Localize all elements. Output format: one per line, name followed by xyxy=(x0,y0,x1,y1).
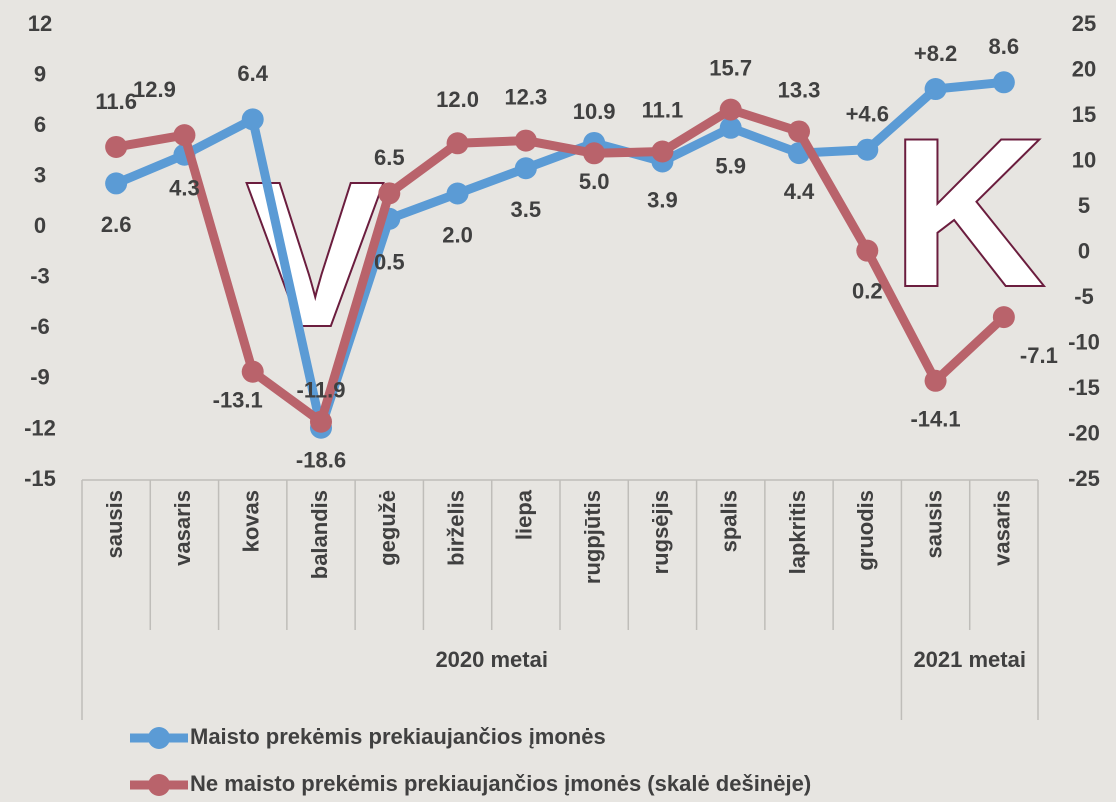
y2-tick-label: 15 xyxy=(1072,102,1096,127)
series-line xyxy=(115,105,1007,427)
data-label: -14.1 xyxy=(910,407,960,432)
x-tick-label: birželis xyxy=(443,490,468,566)
data-point xyxy=(651,140,674,163)
y-tick-label: -9 xyxy=(30,365,50,390)
data-label: 12.3 xyxy=(504,84,547,109)
x-tick-label: gruodis xyxy=(853,490,878,571)
data-point xyxy=(719,116,742,139)
y2-tick-label: -20 xyxy=(1068,420,1100,445)
data-point xyxy=(924,369,947,392)
data-label: -11.9 xyxy=(297,378,346,403)
x-tick-label: balandis xyxy=(307,490,332,579)
x-tick-label: vasaris xyxy=(990,490,1015,566)
y-tick-label: 3 xyxy=(34,162,46,187)
data-label: 5.9 xyxy=(715,154,746,179)
data-point xyxy=(856,239,879,262)
data-point xyxy=(105,172,128,195)
data-point xyxy=(446,182,469,205)
y2-tick-label: -5 xyxy=(1074,284,1094,309)
x-tick-label: spalis xyxy=(717,490,742,552)
data-point xyxy=(992,71,1015,94)
y-tick-label: -12 xyxy=(24,415,56,440)
data-label: 8.6 xyxy=(989,34,1020,59)
data-label: 0.2 xyxy=(852,278,883,303)
data-point xyxy=(514,157,537,180)
y-tick-label: 12 xyxy=(28,11,52,36)
data-label: 6.4 xyxy=(237,61,268,86)
data-label: 12.9 xyxy=(133,77,176,102)
y2-tick-label: 10 xyxy=(1072,147,1096,172)
data-label: 11.1 xyxy=(642,97,684,122)
series-line xyxy=(114,77,1005,433)
x-tick-label: vasaris xyxy=(170,490,195,566)
y2-tick-label: -15 xyxy=(1068,375,1100,400)
x-group-label: 2021 metai xyxy=(913,647,1026,672)
data-label: 2.6 xyxy=(101,212,132,237)
y2-tick-label: 5 xyxy=(1078,193,1090,218)
data-point xyxy=(173,124,196,147)
data-point xyxy=(105,135,128,158)
data-point xyxy=(310,410,332,433)
y2-tick-label: -25 xyxy=(1068,466,1100,491)
data-label: -7.1 xyxy=(1020,343,1058,368)
data-label: +4.6 xyxy=(846,102,889,127)
y-tick-label: -3 xyxy=(30,264,50,289)
x-group-label: 2020 metai xyxy=(435,647,548,672)
x-tick-label: sausis xyxy=(921,490,946,559)
data-label: -13.1 xyxy=(213,388,263,413)
data-point xyxy=(924,78,947,101)
y-tick-label: -15 xyxy=(24,466,56,491)
y-tick-label: 9 xyxy=(34,61,46,86)
data-label: 6.5 xyxy=(374,145,405,170)
data-label: 10.9 xyxy=(573,99,616,124)
y2-tick-label: 0 xyxy=(1078,238,1090,263)
x-tick-label: gegužė xyxy=(375,490,400,566)
y2-tick-label: 25 xyxy=(1072,11,1096,36)
data-label: 3.9 xyxy=(647,187,678,212)
data-label: -18.6 xyxy=(296,448,346,473)
y-tick-label: 6 xyxy=(34,112,46,137)
x-tick-label: kovas xyxy=(239,490,264,552)
data-point xyxy=(856,138,879,161)
data-point xyxy=(378,182,401,205)
legend-label: Ne maisto prekėmis prekiaujančios įmonės… xyxy=(190,771,811,796)
data-point xyxy=(446,132,469,155)
data-label: 4.4 xyxy=(784,179,815,204)
y2-tick-label: 20 xyxy=(1072,56,1096,81)
data-point xyxy=(992,306,1015,329)
data-label: 15.7 xyxy=(709,55,752,80)
data-point xyxy=(583,142,606,165)
x-tick-label: sausis xyxy=(102,490,127,559)
data-label: 13.3 xyxy=(778,77,821,102)
x-tick-label: rugsėjis xyxy=(648,490,673,574)
data-label: 0.5 xyxy=(374,250,405,275)
data-point xyxy=(241,360,264,383)
y-tick-label: -6 xyxy=(30,314,50,339)
x-tick-label: liepa xyxy=(512,489,537,540)
data-label: 3.5 xyxy=(511,197,542,222)
x-tick-label: lapkritis xyxy=(785,490,810,574)
data-label: +8.2 xyxy=(914,41,957,66)
y-tick-label: 0 xyxy=(34,213,46,238)
legend-marker xyxy=(148,774,170,796)
data-label: 12.0 xyxy=(436,87,479,112)
annotation: K xyxy=(892,95,1044,330)
data-label: 11.6 xyxy=(95,89,137,114)
data-point xyxy=(514,129,537,152)
data-point xyxy=(788,120,810,143)
data-point xyxy=(719,98,742,121)
data-label: 5.0 xyxy=(579,169,610,194)
data-label: 2.0 xyxy=(442,222,473,247)
x-tick-label: rugpjūtis xyxy=(580,490,605,584)
legend-marker xyxy=(148,727,170,749)
data-point xyxy=(241,108,264,131)
legend-label: Maisto prekėmis prekiaujančios įmonės xyxy=(190,724,606,749)
y2-tick-label: -10 xyxy=(1068,329,1100,354)
data-label: 4.3 xyxy=(169,176,200,201)
